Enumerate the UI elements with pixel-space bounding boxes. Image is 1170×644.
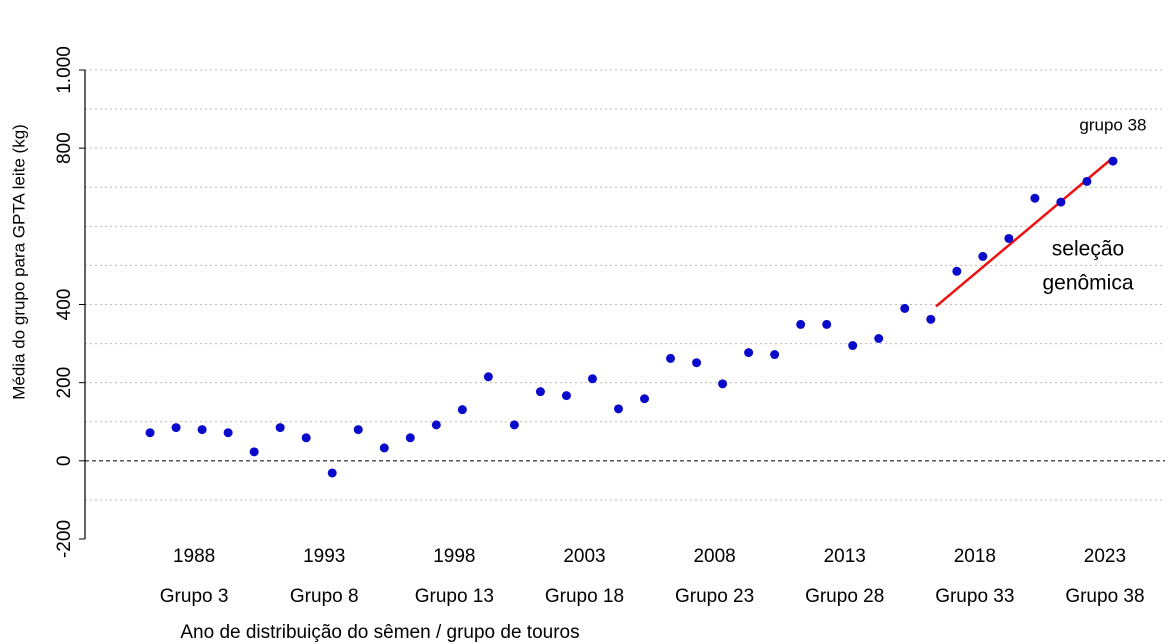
group-label: Grupo 8 (290, 586, 359, 607)
point (978, 251, 988, 261)
point (1056, 197, 1066, 207)
y-tick-label: -200 (54, 520, 75, 558)
x-tick-label: 1988 (173, 546, 215, 567)
point (171, 423, 181, 433)
point (770, 350, 780, 360)
point (535, 387, 545, 397)
point (900, 303, 910, 313)
y-tick-label: 0 (54, 456, 75, 467)
point (666, 353, 676, 363)
x-tick-label: 2013 (824, 546, 866, 567)
trend-line (935, 158, 1112, 308)
point (848, 341, 858, 351)
point (379, 443, 389, 453)
point (1108, 156, 1118, 166)
point (744, 348, 754, 358)
point (405, 433, 415, 443)
y-tick-label: 1.000 (54, 46, 75, 94)
point (327, 468, 337, 478)
x-tick-label: 2018 (954, 546, 996, 567)
point (301, 433, 311, 443)
point (926, 314, 936, 324)
point (249, 447, 259, 457)
point (457, 405, 467, 415)
group-label: Grupo 18 (545, 586, 624, 607)
point (1082, 176, 1092, 186)
point-label: grupo 38 (1079, 116, 1146, 135)
trend-label: genômica (1042, 272, 1133, 295)
point (561, 391, 571, 401)
point (718, 379, 728, 389)
x-tick-label: 1998 (433, 546, 475, 567)
x-tick-label: 1993 (303, 546, 345, 567)
group-label: Grupo 23 (675, 586, 754, 607)
y-tick-label: 800 (54, 132, 75, 164)
point (275, 423, 285, 433)
y-axis-label: Média do grupo para GPTA leite (kg) (9, 124, 28, 400)
x-tick-label: 2008 (693, 546, 735, 567)
trend-label: seleção (1052, 238, 1124, 261)
y-tick-label: 400 (54, 289, 75, 321)
point (353, 425, 363, 435)
point (613, 404, 623, 414)
point (952, 266, 962, 276)
x-tick-label: 2023 (1084, 546, 1126, 567)
point (822, 319, 832, 329)
group-label: Grupo 38 (1065, 586, 1144, 607)
point (640, 394, 650, 404)
point (483, 372, 493, 382)
x-axis-label: Ano de distribuição do sêmen / grupo de … (180, 622, 579, 643)
point (796, 319, 806, 329)
point (1030, 193, 1040, 203)
group-label: Grupo 33 (935, 586, 1014, 607)
group-label: Grupo 13 (415, 586, 494, 607)
group-label: Grupo 28 (805, 586, 884, 607)
point (145, 428, 155, 438)
point (1004, 233, 1014, 243)
point (197, 425, 207, 435)
x-tick-label: 2003 (563, 546, 605, 567)
group-label: Grupo 3 (160, 586, 229, 607)
point (587, 374, 597, 384)
point (509, 420, 519, 430)
point (431, 420, 441, 430)
point (692, 358, 702, 368)
point (874, 334, 884, 344)
y-tick-label: 200 (54, 367, 75, 399)
point (223, 428, 233, 438)
